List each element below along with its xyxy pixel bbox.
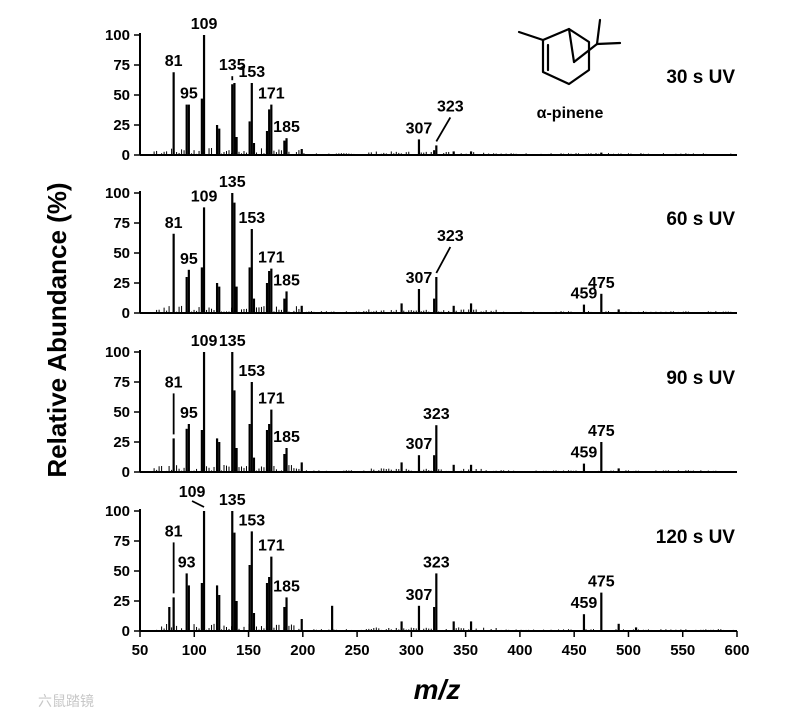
- peak-annotation: 81: [165, 523, 183, 540]
- y-tick-label: 0: [122, 623, 130, 640]
- peak-annotation: 323: [423, 554, 450, 571]
- peak-annotation: 475: [588, 423, 615, 440]
- peak-annotation: 153: [238, 210, 265, 227]
- annotation-arrow: [435, 246, 452, 274]
- y-tick-label: 100: [105, 344, 130, 361]
- peak-annotation: 109: [191, 16, 218, 33]
- y-tick-label: 75: [113, 533, 130, 550]
- y-tick-label: 50: [113, 87, 130, 104]
- x-tick-label: 100: [182, 642, 207, 659]
- y-tick-label: 25: [113, 117, 130, 134]
- peak-annotation: 81: [165, 53, 183, 70]
- annotation-arrow: [191, 500, 205, 508]
- y-tick-label: 25: [113, 593, 130, 610]
- peak-annotation: 185: [273, 429, 300, 446]
- y-tick-label: 100: [105, 185, 130, 202]
- y-tick-label: 25: [113, 275, 130, 292]
- peak-annotation: 109: [179, 484, 206, 501]
- spectrum-panel: 0 25 50 75 100 81 93 109 135 153 171 185 307 323 459 47…: [105, 484, 737, 640]
- uv-time-label: 60 s UV: [666, 209, 735, 230]
- peak-annotation: 95: [180, 405, 198, 422]
- peak-annotation: 323: [423, 406, 450, 423]
- peak-annotation: 185: [273, 578, 300, 595]
- peak-annotation: 81: [165, 215, 183, 232]
- uv-time-label: 30 s UV: [666, 67, 735, 88]
- watermark: 六鼠踏镜: [38, 693, 94, 709]
- uv-time-label: 90 s UV: [666, 368, 735, 389]
- peak-annotation: 135: [219, 57, 246, 74]
- peak-annotation: 307: [406, 270, 433, 287]
- x-tick-label: 600: [724, 642, 749, 659]
- peak-annotation: 153: [238, 363, 265, 380]
- x-tick-label: 200: [290, 642, 315, 659]
- peak-annotation: 307: [406, 436, 433, 453]
- peak-annotation: 185: [273, 119, 300, 136]
- peak-annotation: 307: [406, 120, 433, 137]
- peak-annotation: 95: [180, 251, 198, 268]
- peak-annotation: 81: [165, 374, 183, 391]
- x-axis-label: m/z: [414, 674, 461, 705]
- peak-annotation: 135: [219, 333, 246, 350]
- y-tick-label: 100: [105, 503, 130, 520]
- peak-annotation: 459: [571, 445, 598, 462]
- y-tick-label: 25: [113, 434, 130, 451]
- x-tick-label: 350: [453, 642, 478, 659]
- y-tick-label: 100: [105, 27, 130, 44]
- peak-annotation: 109: [191, 333, 218, 350]
- x-tick-label: 550: [670, 642, 695, 659]
- y-axis-label: Relative Abundance (%): [42, 182, 72, 477]
- peak-annotation: 153: [238, 64, 265, 81]
- y-tick-label: 75: [113, 57, 130, 74]
- peak-annotation: 171: [258, 250, 285, 267]
- annotation-arrow: [435, 116, 452, 142]
- x-tick-label: 250: [345, 642, 370, 659]
- y-tick-label: 0: [122, 147, 130, 164]
- peak-annotation: 109: [191, 188, 218, 205]
- x-tick-label: 400: [507, 642, 532, 659]
- peak-annotation: 171: [258, 538, 285, 555]
- alpha-pinene-structure-icon: [517, 18, 622, 86]
- peak-annotation: 171: [258, 86, 285, 103]
- peak-annotation: 171: [258, 391, 285, 408]
- x-tick-label: 150: [236, 642, 261, 659]
- y-tick-label: 50: [113, 563, 130, 580]
- x-tick-label: 300: [399, 642, 424, 659]
- peak-annotation: 323: [437, 98, 464, 115]
- peak-annotation: 475: [588, 275, 615, 292]
- molecule-label: α-pinene: [537, 105, 604, 122]
- peak-annotation: 95: [180, 86, 198, 103]
- peak-annotation: 135: [219, 492, 246, 509]
- uv-time-label: 120 s UV: [656, 527, 736, 548]
- x-tick-label: 500: [616, 642, 641, 659]
- x-tick-label: 450: [562, 642, 587, 659]
- x-tick-label: 50: [132, 642, 149, 659]
- peak-annotation: 475: [588, 574, 615, 591]
- peak-annotation: 459: [571, 595, 598, 612]
- y-tick-label: 75: [113, 215, 130, 232]
- peak-annotation: 323: [437, 228, 464, 245]
- peak-annotation: 459: [571, 286, 598, 303]
- peak-annotation: 93: [178, 554, 196, 571]
- peak-annotation: 185: [273, 272, 300, 289]
- y-tick-label: 50: [113, 404, 130, 421]
- y-tick-label: 50: [113, 245, 130, 262]
- y-tick-label: 0: [122, 305, 130, 322]
- peak-annotation: 307: [406, 587, 433, 604]
- peak-annotation: 153: [238, 512, 265, 529]
- peak-annotation: 135: [219, 174, 246, 191]
- y-tick-label: 75: [113, 374, 130, 391]
- y-tick-label: 0: [122, 464, 130, 481]
